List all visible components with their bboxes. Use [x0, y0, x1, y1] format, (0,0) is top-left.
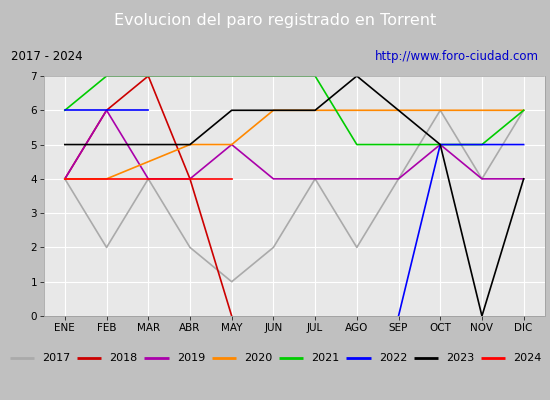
- Text: 2021: 2021: [311, 353, 340, 363]
- Text: 2023: 2023: [446, 353, 475, 363]
- Text: Evolucion del paro registrado en Torrent: Evolucion del paro registrado en Torrent: [114, 14, 436, 28]
- Text: 2018: 2018: [109, 353, 138, 363]
- Text: http://www.foro-ciudad.com: http://www.foro-ciudad.com: [375, 50, 539, 63]
- Text: 2017 - 2024: 2017 - 2024: [11, 50, 82, 63]
- Text: 2017: 2017: [42, 353, 70, 363]
- Text: 2024: 2024: [514, 353, 542, 363]
- Text: 2019: 2019: [177, 353, 205, 363]
- Text: 2022: 2022: [379, 353, 407, 363]
- Text: 2020: 2020: [244, 353, 272, 363]
